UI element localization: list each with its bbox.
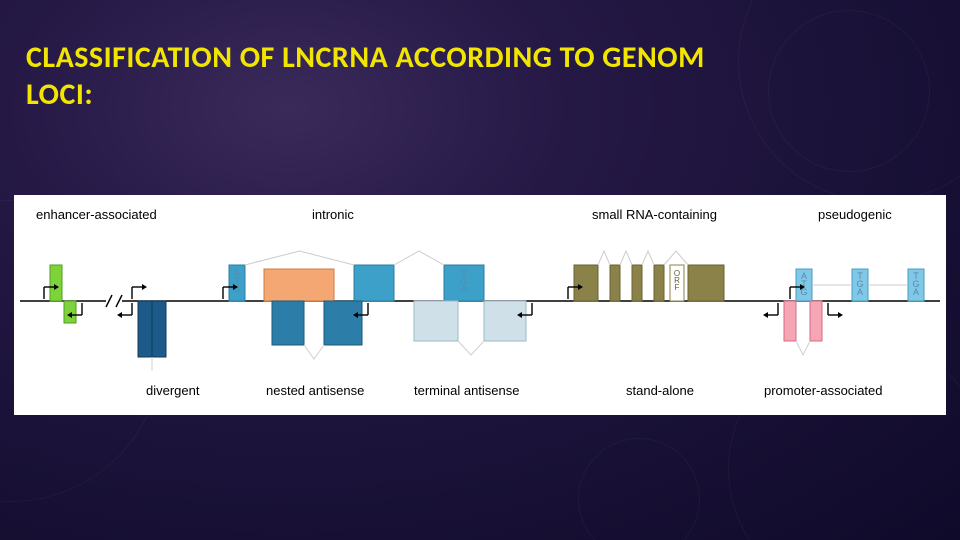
diagram-label: intronic <box>312 207 354 222</box>
deco-circle <box>768 10 930 172</box>
diagram-svg: ATGTGAORFATGTGATGA <box>14 195 946 415</box>
diagram-canvas: ATGTGAORFATGTGATGA enhancer-associatedin… <box>14 195 946 415</box>
diagram-label: terminal antisense <box>414 383 520 398</box>
svg-text:F: F <box>675 283 680 292</box>
diagram-label: small RNA-containing <box>592 207 717 222</box>
diagram-label: enhancer-associated <box>36 207 157 222</box>
slide-title: CLASSIFICATION OF LNCRNA ACCORDING TO GE… <box>26 40 705 113</box>
diagram-label: promoter-associated <box>764 383 883 398</box>
diagram-label: stand-alone <box>626 383 694 398</box>
title-line2: LOCI: <box>26 77 705 114</box>
svg-text:A: A <box>913 287 919 297</box>
deco-circle <box>738 0 960 202</box>
diagram-label: divergent <box>146 383 199 398</box>
deco-circle <box>578 438 700 540</box>
diagram-label: nested antisense <box>266 383 364 398</box>
svg-text:A: A <box>461 284 467 294</box>
svg-text:A: A <box>857 287 863 297</box>
title-line1: CLASSIFICATION OF LNCRNA ACCORDING TO GE… <box>26 40 705 77</box>
diagram-label: pseudogenic <box>818 207 892 222</box>
